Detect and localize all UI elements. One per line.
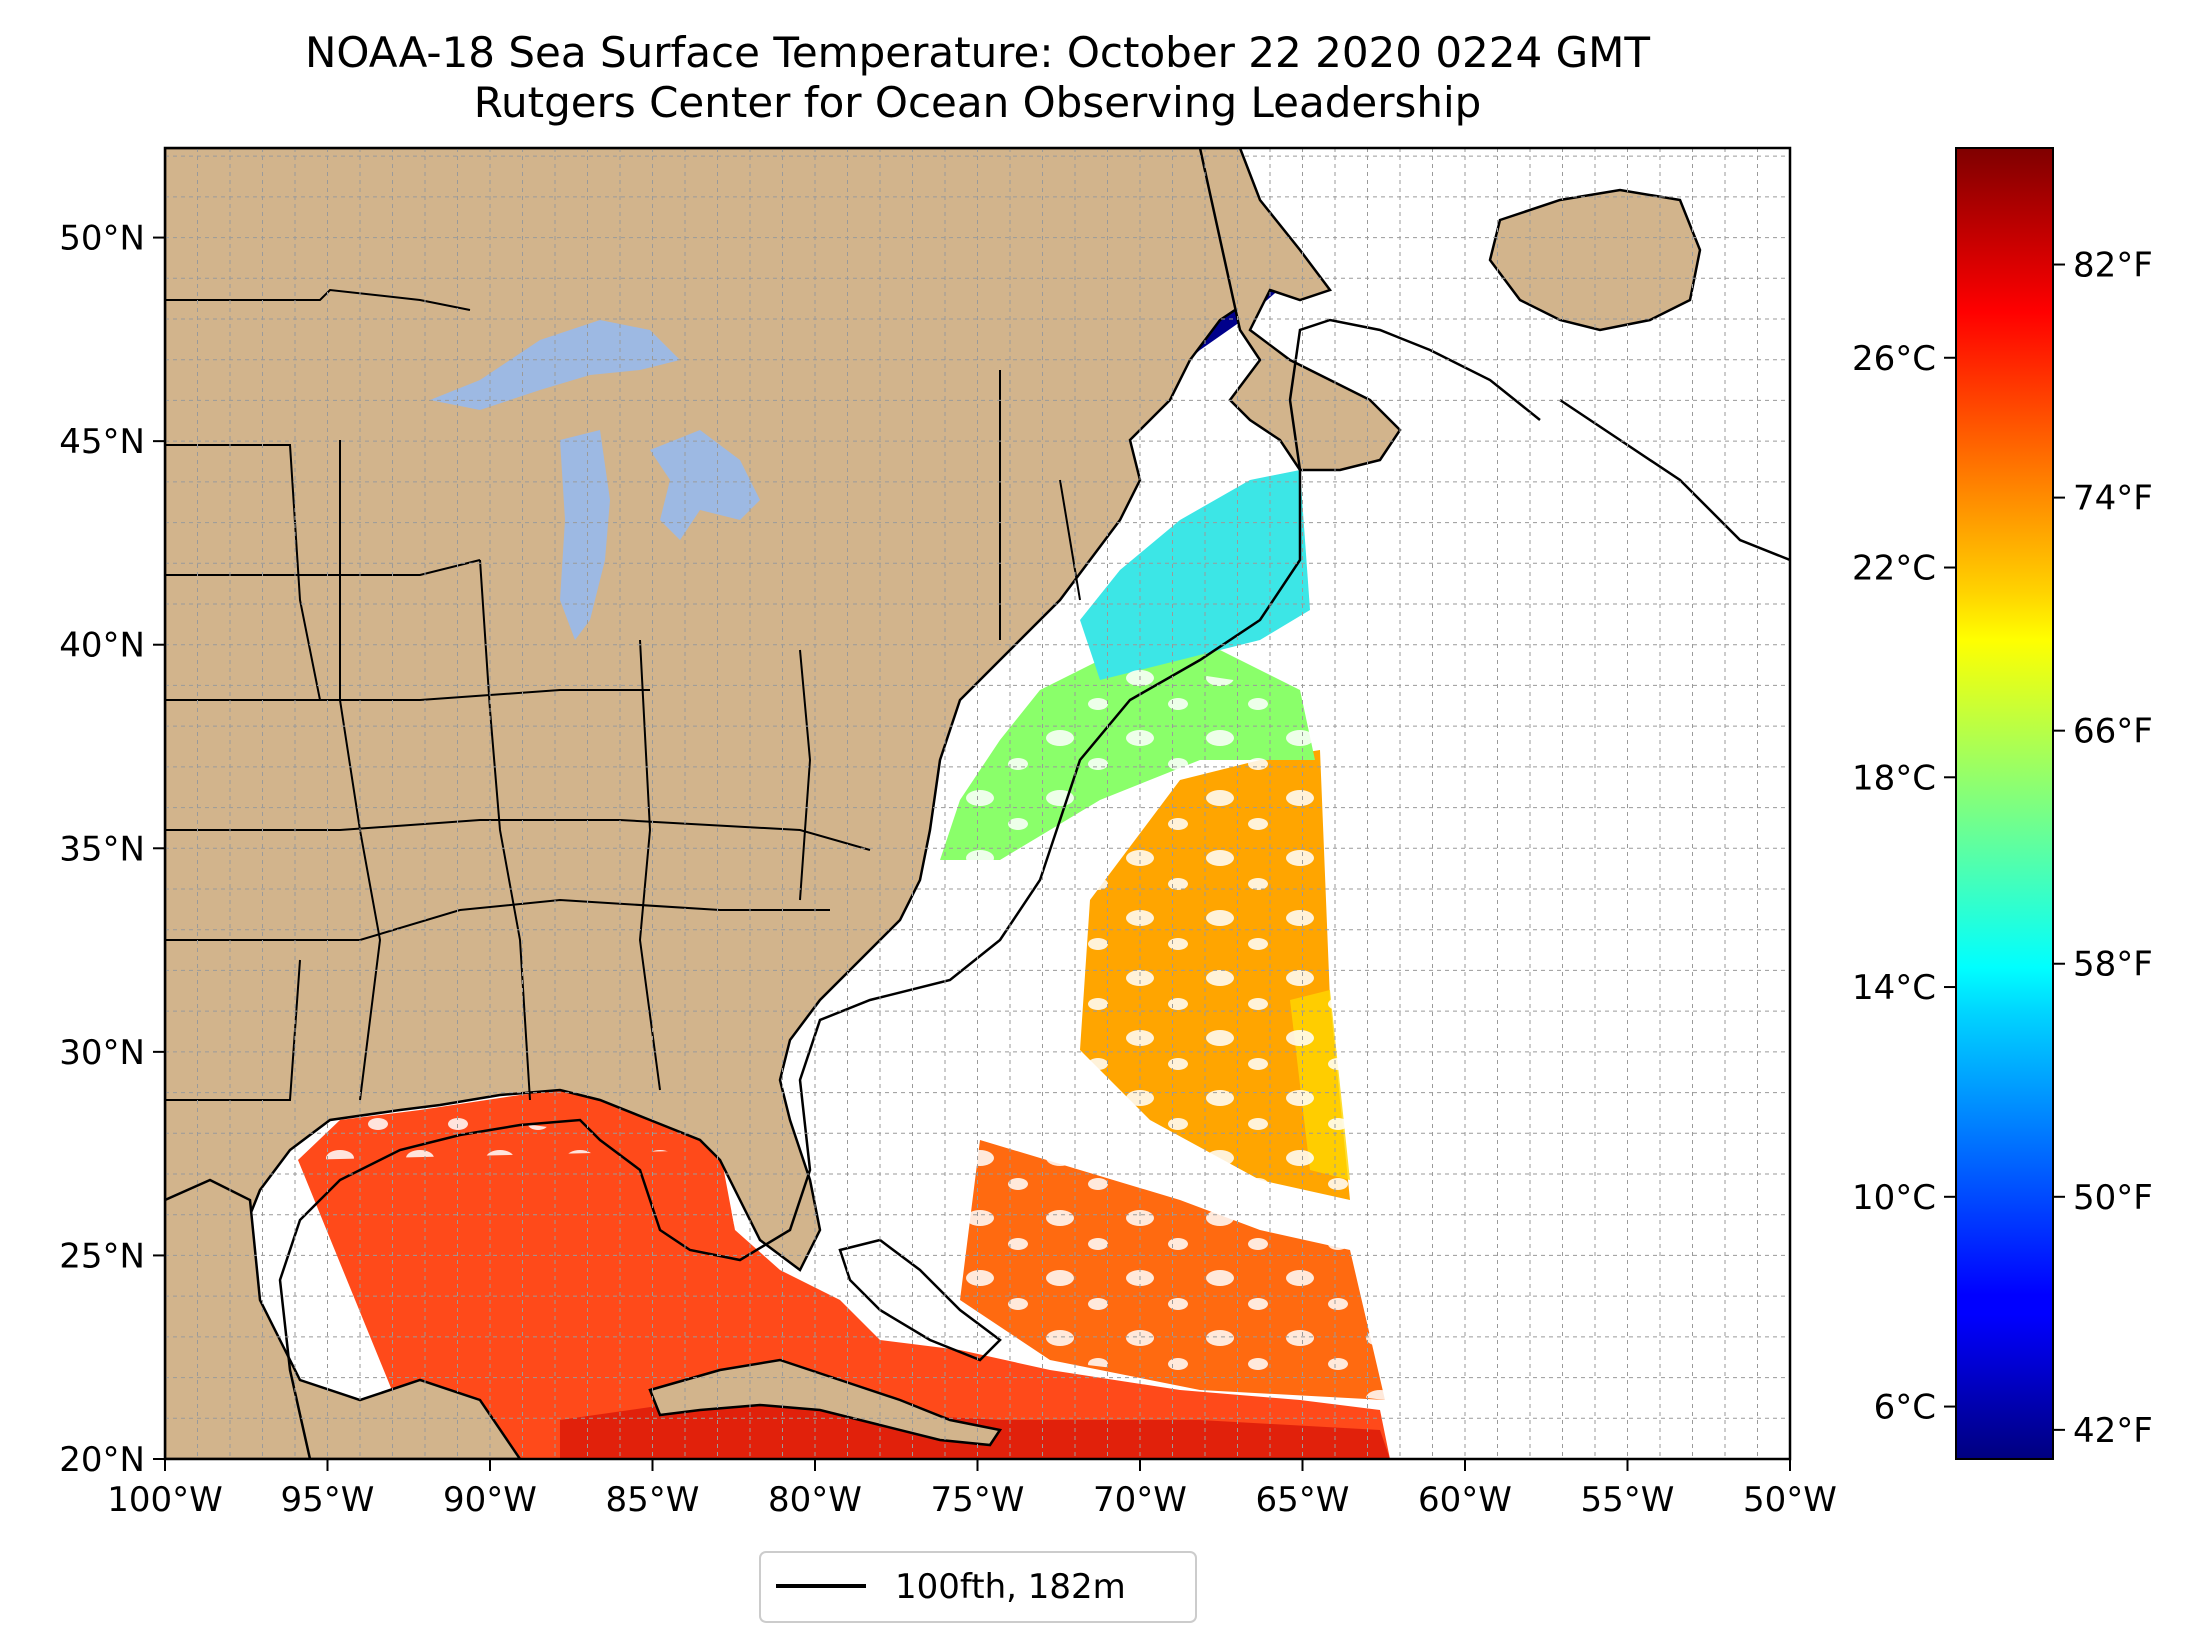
fahrenheit-tick-label: 74°F — [2073, 479, 2153, 519]
lat-tick-label: 40°N — [59, 626, 145, 666]
celsius-tick-label: 18°C — [1852, 758, 1936, 798]
colorbar-fahrenheit-axis: 42°F 50°F 58°F 66°F 74°F 82°F — [2053, 246, 2153, 1451]
lon-tick-label: 80°W — [768, 1480, 862, 1520]
fahrenheit-tick-label: 66°F — [2073, 712, 2153, 752]
cloud-gaps — [298, 660, 1385, 1400]
fahrenheit-tick-label: 50°F — [2073, 1178, 2153, 1218]
sst-swath-gulf-of-maine — [1080, 470, 1310, 680]
legend-label: 100fth, 182m — [895, 1567, 1126, 1607]
lon-tick-label: 60°W — [1418, 1480, 1512, 1520]
lon-tick-label: 85°W — [606, 1480, 700, 1520]
lat-tick-label: 20°N — [59, 1440, 145, 1480]
land-maritimes — [1198, 148, 1402, 472]
celsius-tick-label: 26°C — [1852, 339, 1936, 379]
lat-tick-label: 45°N — [59, 422, 145, 462]
title-block: NOAA-18 Sea Surface Temperature: October… — [165, 28, 1790, 128]
lon-tick-label: 95°W — [281, 1480, 375, 1520]
lon-tick-label: 50°W — [1743, 1480, 1837, 1520]
celsius-tick-label: 6°C — [1874, 1388, 1936, 1428]
sst-swath-gulf — [298, 1085, 1390, 1459]
celsius-tick-label: 14°C — [1852, 968, 1936, 1008]
lon-tick-label: 65°W — [1256, 1480, 1350, 1520]
chart-subtitle: Rutgers Center for Ocean Observing Leade… — [473, 78, 1482, 127]
lon-tick-label: 90°W — [443, 1480, 537, 1520]
longitude-axis: 100°W 95°W 90°W 85°W 80°W 75°W 70°W 65°W 60°W 55°… — [107, 1459, 1837, 1520]
fahrenheit-tick-label: 42°F — [2073, 1411, 2153, 1451]
lon-tick-label: 75°W — [931, 1480, 1025, 1520]
isobath-100fth — [278, 318, 1541, 1459]
legend-box — [759, 1551, 1197, 1623]
land-north-america — [165, 148, 1252, 1459]
lake-michigan — [560, 430, 610, 640]
lat-tick-label: 30°N — [59, 1033, 145, 1073]
latitude-axis: 20°N 25°N 30°N 35°N 40°N 45°N 50°N — [59, 219, 165, 1480]
lon-tick-label: 70°W — [1093, 1480, 1187, 1520]
lat-tick-label: 25°N — [59, 1236, 145, 1276]
lon-tick-label: 100°W — [107, 1480, 223, 1520]
chart-title: NOAA-18 Sea Surface Temperature: October… — [304, 28, 1651, 77]
legend: 100fth, 182m — [759, 1551, 1197, 1623]
political-borders — [165, 288, 1081, 1101]
celsius-tick-label: 10°C — [1852, 1178, 1936, 1218]
lake-huron — [650, 430, 760, 540]
colorbar — [1955, 147, 2054, 1460]
isobath-100fth-grand-banks — [1559, 398, 1790, 562]
celsius-tick-label: 22°C — [1852, 549, 1936, 589]
lon-tick-label: 55°W — [1581, 1480, 1675, 1520]
lat-tick-label: 35°N — [59, 829, 145, 869]
map-grid — [165, 148, 1790, 1459]
isobath-100fth-bahamas — [838, 1238, 1002, 1362]
fahrenheit-tick-label: 58°F — [2073, 945, 2153, 985]
lat-tick-label: 50°N — [59, 219, 145, 259]
colorbar-celsius-axis: 6°C 10°C 14°C 18°C 22°C 26°C — [1852, 339, 1956, 1428]
fahrenheit-tick-label: 82°F — [2073, 246, 2153, 286]
